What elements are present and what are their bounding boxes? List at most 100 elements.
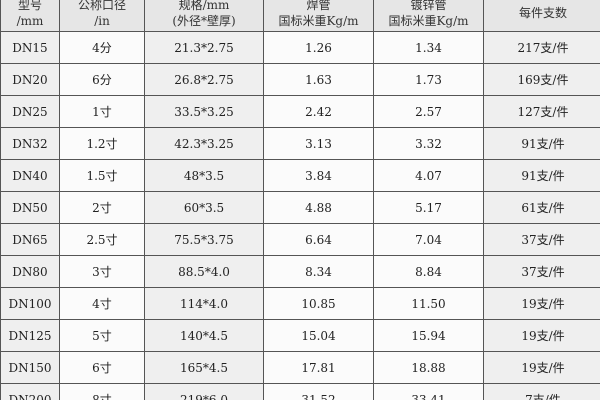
table-cell: DN15 <box>0 31 60 64</box>
table-cell: DN20 <box>0 63 60 96</box>
column-header-line: /mm <box>16 14 44 28</box>
column-header: 焊管国标米重Kg/m <box>263 0 374 32</box>
table-row: DN200 8寸 219*6.0 31.52 33.41 7支/件 <box>0 383 600 400</box>
table-cell: 114*4.0 <box>144 287 264 320</box>
column-header-line: /in <box>94 14 110 28</box>
column-header: 每件支数 <box>483 0 600 32</box>
table-row: DN32 1.2寸 42.3*3.25 3.13 3.32 91支/件 <box>0 127 600 160</box>
table-cell: 3寸 <box>59 255 145 288</box>
table-row: DN40 1.5寸 48*3.5 3.84 4.07 91支/件 <box>0 159 600 192</box>
table-row: DN50 2寸 60*3.5 4.88 5.17 61支/件 <box>0 191 600 224</box>
table-cell: DN100 <box>0 287 60 320</box>
table-cell: 19支/件 <box>483 287 600 320</box>
table-row: DN150 6寸 165*4.5 17.81 18.88 19支/件 <box>0 351 600 384</box>
table-row: DN15 4分 21.3*2.75 1.26 1.34 217支/件 <box>0 31 600 64</box>
table-cell: 169支/件 <box>483 63 600 96</box>
table-cell: 140*4.5 <box>144 319 264 352</box>
table-cell: 75.5*3.75 <box>144 223 264 256</box>
table-cell: 91支/件 <box>483 159 600 192</box>
table-cell: 7支/件 <box>483 383 600 400</box>
table-cell: 2.5寸 <box>59 223 145 256</box>
table-cell: DN65 <box>0 223 60 256</box>
table-cell: 15.04 <box>263 319 374 352</box>
table-row: DN25 1寸 33.5*3.25 2.42 2.57 127支/件 <box>0 95 600 128</box>
table-cell: DN50 <box>0 191 60 224</box>
table-cell: 7.04 <box>373 223 484 256</box>
table-cell: 4.07 <box>373 159 484 192</box>
table-cell: 6寸 <box>59 351 145 384</box>
table-cell: 1.26 <box>263 31 374 64</box>
table-cell: 10.85 <box>263 287 374 320</box>
table-cell: 3.13 <box>263 127 374 160</box>
table-cell: 127支/件 <box>483 95 600 128</box>
column-header-line: 镀锌管 <box>410 0 447 12</box>
table-cell: 88.5*4.0 <box>144 255 264 288</box>
column-header: 镀锌管国标米重Kg/m <box>373 0 484 32</box>
table-row: DN100 4寸 114*4.0 10.85 11.50 19支/件 <box>0 287 600 320</box>
table-cell: 4寸 <box>59 287 145 320</box>
table-cell: 11.50 <box>373 287 484 320</box>
table-cell: DN150 <box>0 351 60 384</box>
table-cell: 1.34 <box>373 31 484 64</box>
table-cell: 33.5*3.25 <box>144 95 264 128</box>
column-header: 型号/mm <box>0 0 60 32</box>
table-cell: 8.34 <box>263 255 374 288</box>
column-header-line: 国标米重Kg/m <box>388 14 469 28</box>
column-header-line: 焊管 <box>306 0 331 12</box>
table-cell: 18.88 <box>373 351 484 384</box>
column-header-line: 规格/mm <box>178 0 230 12</box>
table-cell: 15.94 <box>373 319 484 352</box>
table-cell: 42.3*3.25 <box>144 127 264 160</box>
table-cell: 1寸 <box>59 95 145 128</box>
table-cell: 4.88 <box>263 191 374 224</box>
table-cell: 31.52 <box>263 383 374 400</box>
table-cell: DN25 <box>0 95 60 128</box>
table-cell: 1.2寸 <box>59 127 145 160</box>
table-cell: 3.84 <box>263 159 374 192</box>
table-cell: 4分 <box>59 31 145 64</box>
column-header: 规格/mm (外径*壁厚) <box>144 0 264 32</box>
table-cell: 8寸 <box>59 383 145 400</box>
table-cell: 2.57 <box>373 95 484 128</box>
table-row: DN80 3寸 88.5*4.0 8.34 8.84 37支/件 <box>0 255 600 288</box>
table-cell: 33.41 <box>373 383 484 400</box>
table-cell: 19支/件 <box>483 351 600 384</box>
table-cell: 26.8*2.75 <box>144 63 264 96</box>
header-row: 型号/mm 公称口径/in 规格/mm (外径*壁厚) 焊管 国标米重Kg/m 镀锌管 国标米… <box>0 0 600 32</box>
table-cell: 2寸 <box>59 191 145 224</box>
column-header-line: 公称口径 <box>77 0 126 12</box>
table-cell: 2.42 <box>263 95 374 128</box>
table-cell: 37支/件 <box>483 223 600 256</box>
table-cell: 61支/件 <box>483 191 600 224</box>
table-cell: 217支/件 <box>483 31 600 64</box>
table-cell: DN125 <box>0 319 60 352</box>
table-cell: 1.5寸 <box>59 159 145 192</box>
table-cell: 21.3*2.75 <box>144 31 264 64</box>
table-cell: 5.17 <box>373 191 484 224</box>
table-cell: 6.64 <box>263 223 374 256</box>
table-cell: 91支/件 <box>483 127 600 160</box>
table-cell: 1.73 <box>373 63 484 96</box>
table-cell: DN40 <box>0 159 60 192</box>
column-header-line: 每件支数 <box>518 6 567 20</box>
table-cell: 19支/件 <box>483 319 600 352</box>
table-cell: 6分 <box>59 63 145 96</box>
table-cell: 48*3.5 <box>144 159 264 192</box>
table-row: DN20 6分 26.8*2.75 1.63 1.73 169支/件 <box>0 63 600 96</box>
table-cell: 165*4.5 <box>144 351 264 384</box>
column-header-line: (外径*壁厚) <box>172 14 236 28</box>
table-cell: 5寸 <box>59 319 145 352</box>
column-header-line: 型号 <box>17 0 42 12</box>
table-cell: 60*3.5 <box>144 191 264 224</box>
table-row: DN65 2.5寸 75.5*3.75 6.64 7.04 37支/件 <box>0 223 600 256</box>
table-cell: DN200 <box>0 383 60 400</box>
table-cell: 3.32 <box>373 127 484 160</box>
table-cell: DN32 <box>0 127 60 160</box>
table-cell: 17.81 <box>263 351 374 384</box>
table-cell: 37支/件 <box>483 255 600 288</box>
column-header: 公称口径/in <box>59 0 145 32</box>
table-cell: 8.84 <box>373 255 484 288</box>
column-header-line: 国标米重Kg/m <box>278 14 359 28</box>
